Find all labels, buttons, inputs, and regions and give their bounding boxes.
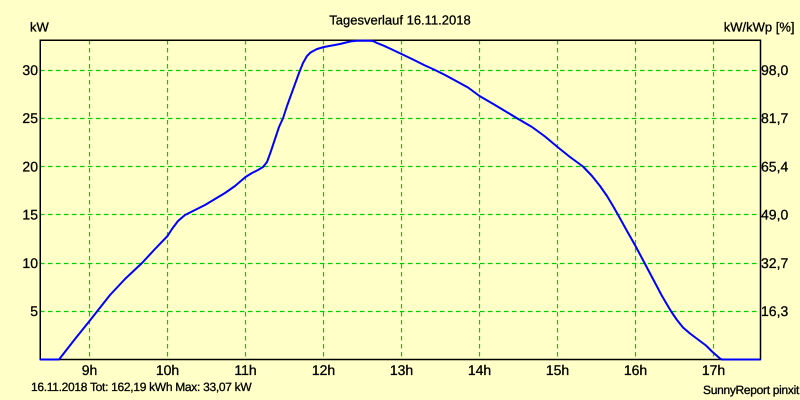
svg-text:Tagesverlauf 16.11.2018: Tagesverlauf 16.11.2018 <box>329 13 470 28</box>
svg-text:14h: 14h <box>468 362 491 378</box>
svg-text:25: 25 <box>22 110 38 126</box>
svg-text:10: 10 <box>22 255 38 271</box>
svg-text:30: 30 <box>22 62 38 78</box>
svg-text:15h: 15h <box>546 362 569 378</box>
svg-text:9h: 9h <box>82 362 98 378</box>
svg-text:10h: 10h <box>156 362 179 378</box>
svg-text:49,0: 49,0 <box>761 207 788 223</box>
svg-text:15: 15 <box>22 207 38 223</box>
svg-text:16,3: 16,3 <box>761 303 788 319</box>
svg-text:17h: 17h <box>702 362 725 378</box>
svg-text:kW/kWp [%]: kW/kWp [%] <box>724 20 795 35</box>
svg-text:13h: 13h <box>390 362 413 378</box>
svg-text:12h: 12h <box>312 362 335 378</box>
svg-text:32,7: 32,7 <box>761 255 788 271</box>
svg-text:16h: 16h <box>624 362 647 378</box>
svg-text:5: 5 <box>30 303 38 319</box>
svg-text:65,4: 65,4 <box>761 158 788 174</box>
svg-text:81,7: 81,7 <box>761 110 788 126</box>
svg-text:16.11.2018 Tot: 162,19 kWh Max: 16.11.2018 Tot: 162,19 kWh Max: 33,07 kW <box>31 380 252 394</box>
svg-text:11h: 11h <box>234 362 256 378</box>
svg-text:SunnyReport pinxit: SunnyReport pinxit <box>703 383 800 397</box>
svg-text:98,0: 98,0 <box>761 62 788 78</box>
svg-text:kW: kW <box>30 20 50 35</box>
svg-text:20: 20 <box>22 158 38 174</box>
